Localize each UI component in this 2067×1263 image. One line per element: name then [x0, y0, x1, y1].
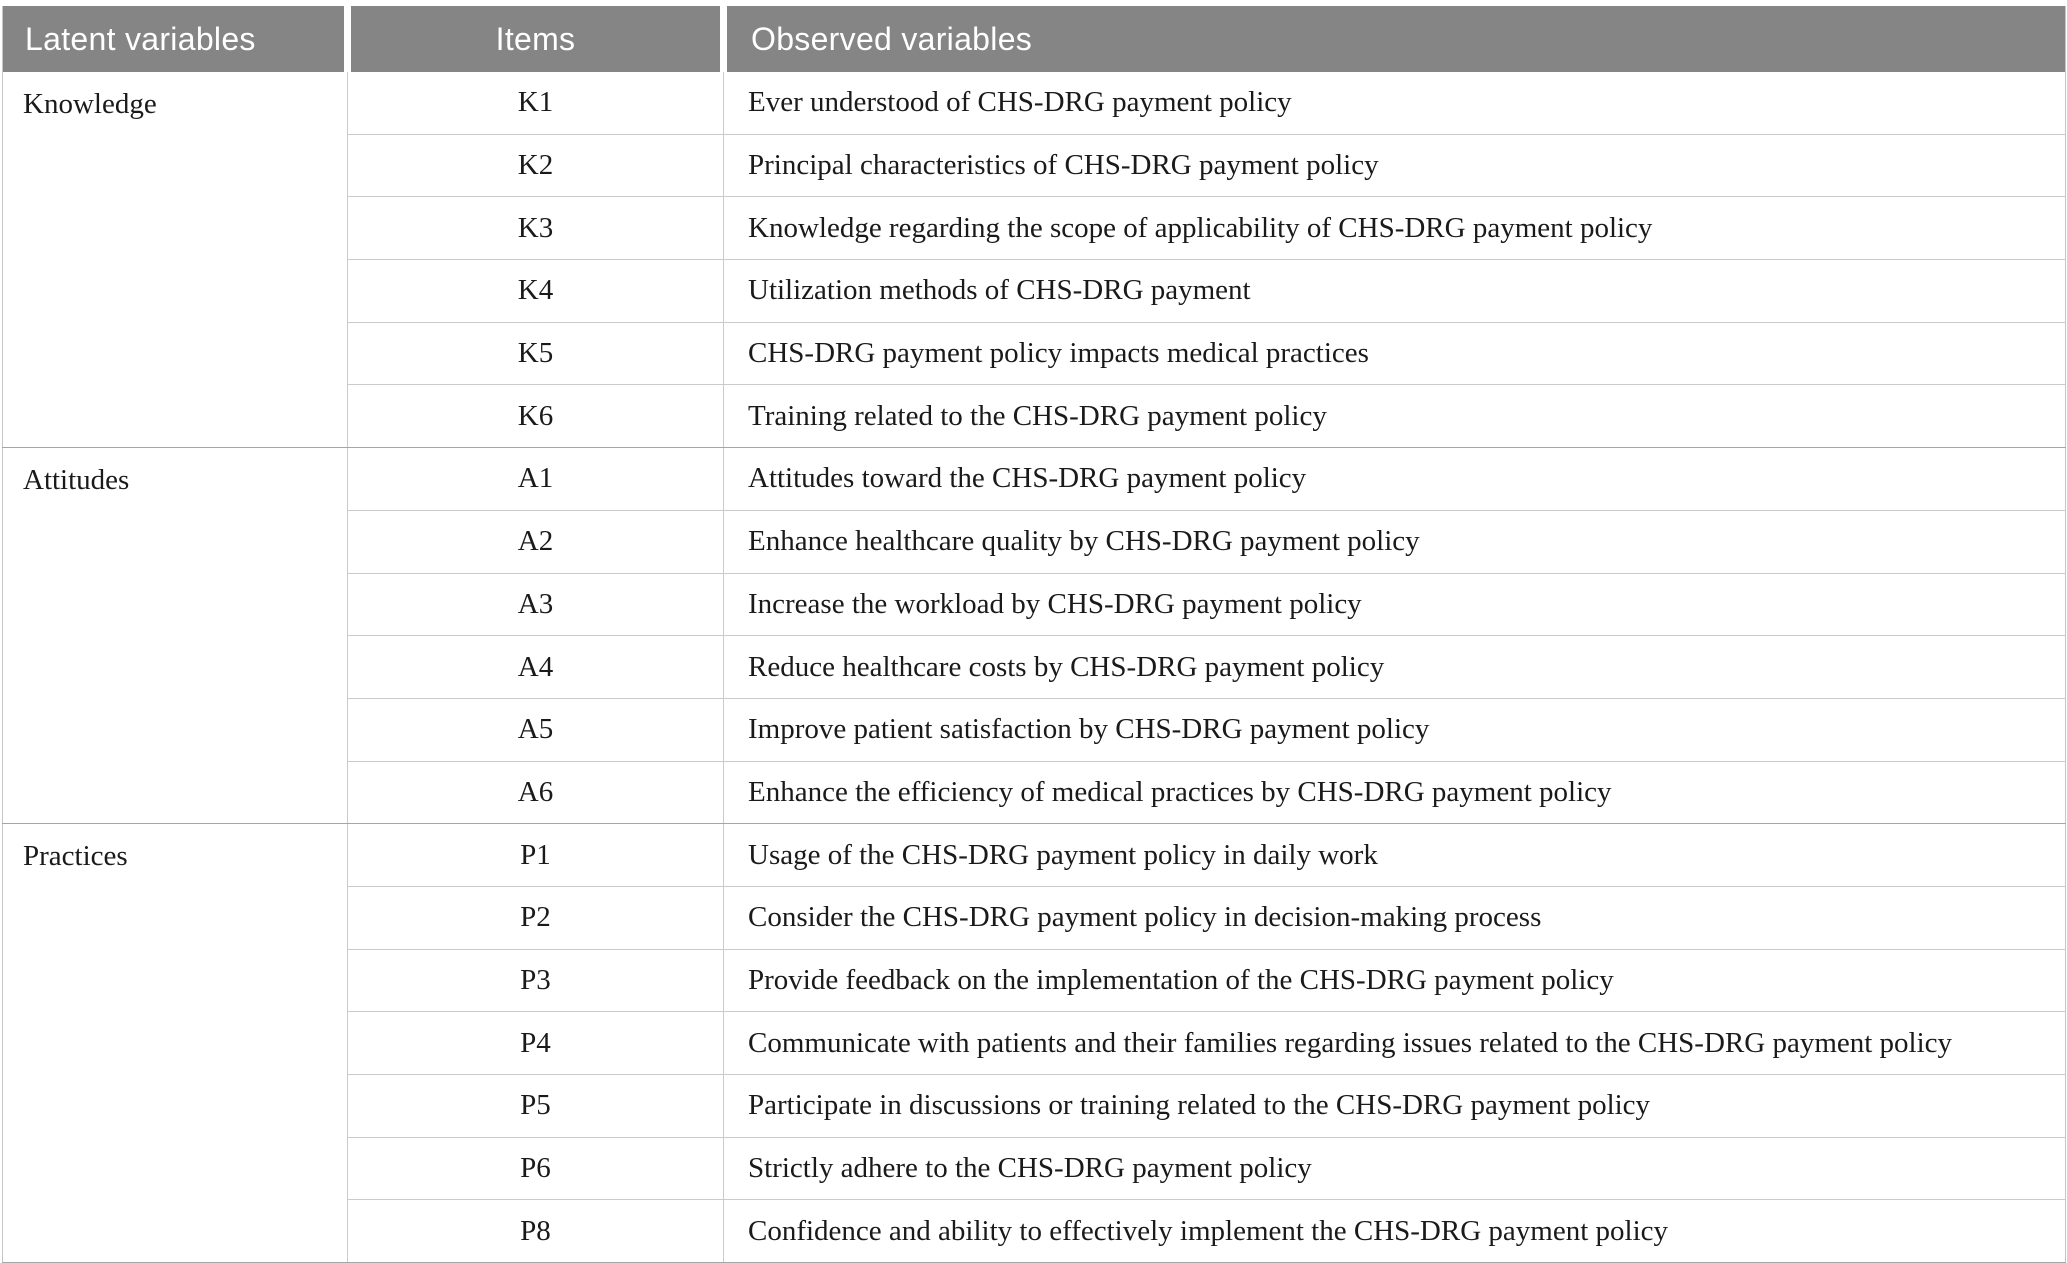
observed-variable: Increase the workload by CHS-DRG payment… [723, 573, 2066, 637]
observed-variable: Reduce healthcare costs by CHS-DRG payme… [723, 635, 2066, 699]
item-code: P3 [347, 949, 724, 1013]
kap-variables-table: Latent variables Items Observed variable… [2, 6, 2066, 1263]
table-row: P5 Participate in discussions or trainin… [3, 1074, 2066, 1138]
table-row: Attitudes A1 Attitudes toward the CHS-DR… [2, 447, 2066, 825]
item-code: A5 [347, 698, 724, 762]
observed-variable: CHS-DRG payment policy impacts medical p… [723, 322, 2066, 386]
observed-variable: Confidence and ability to effectively im… [723, 1199, 2066, 1263]
item-code: P4 [347, 1011, 724, 1075]
table-row: P8 Confidence and ability to effectively… [3, 1199, 2066, 1263]
observed-variable: Ever understood of CHS-DRG payment polic… [723, 72, 2066, 135]
item-code: A4 [347, 635, 724, 699]
item-code: A1 [347, 447, 724, 511]
observed-variable: Enhance the efficiency of medical practi… [723, 761, 2066, 825]
observed-variable: Usage of the CHS-DRG payment policy in d… [723, 823, 2066, 887]
column-header-latent-variables: Latent variables [2, 6, 348, 72]
table-row: K2 Principal characteristics of CHS-DRG … [3, 134, 2066, 198]
item-code: K2 [347, 134, 724, 198]
item-code: P8 [347, 1199, 724, 1263]
table-row: K4 Utilization methods of CHS-DRG paymen… [3, 259, 2066, 323]
observed-variable: Communicate with patients and their fami… [723, 1011, 2066, 1075]
item-code: P2 [347, 886, 724, 950]
item-code: P5 [347, 1074, 724, 1138]
table-row: Knowledge K1 Ever understood of CHS-DRG … [2, 72, 2066, 449]
table-row: Practices P1 Usage of the CHS-DRG paymen… [2, 823, 2066, 1263]
observed-variable: Consider the CHS-DRG payment policy in d… [723, 886, 2066, 950]
item-code: K3 [347, 196, 724, 261]
item-code: A3 [347, 573, 724, 637]
table-row: A6 Enhance the efficiency of medical pra… [3, 761, 2066, 825]
observed-variable: Utilization methods of CHS-DRG payment [723, 259, 2066, 323]
table-row: K3 Knowledge regarding the scope of appl… [3, 196, 2066, 261]
table-body: Knowledge K1 Ever understood of CHS-DRG … [2, 72, 2066, 1263]
table-header: Latent variables Items Observed variable… [2, 6, 2066, 72]
item-code: P6 [347, 1137, 724, 1201]
latent-group-practices: Practices [2, 823, 348, 1263]
observed-variable: Participate in discussions or training r… [723, 1074, 2066, 1138]
observed-variable: Principal characteristics of CHS-DRG pay… [723, 134, 2066, 198]
observed-variable: Provide feedback on the implementation o… [723, 949, 2066, 1013]
observed-variable: Enhance healthcare quality by CHS-DRG pa… [723, 510, 2066, 574]
table-row: P4 Communicate with patients and their f… [3, 1011, 2066, 1075]
table-row: P3 Provide feedback on the implementatio… [3, 949, 2066, 1013]
item-code: K4 [347, 259, 724, 323]
item-code: K5 [347, 322, 724, 386]
item-code: A6 [347, 761, 724, 825]
item-code: A2 [347, 510, 724, 574]
table-row: A2 Enhance healthcare quality by CHS-DRG… [3, 510, 2066, 574]
observed-variable: Improve patient satisfaction by CHS-DRG … [723, 698, 2066, 762]
observed-variable: Knowledge regarding the scope of applica… [723, 196, 2066, 261]
table-row: P6 Strictly adhere to the CHS-DRG paymen… [3, 1137, 2066, 1201]
table-row: K6 Training related to the CHS-DRG payme… [3, 384, 2066, 449]
table-row: P2 Consider the CHS-DRG payment policy i… [3, 886, 2066, 950]
observed-variable: Attitudes toward the CHS-DRG payment pol… [723, 447, 2066, 511]
item-code: K6 [347, 384, 724, 449]
table-row: A4 Reduce healthcare costs by CHS-DRG pa… [3, 635, 2066, 699]
latent-group-attitudes: Attitudes [2, 447, 348, 825]
latent-group-knowledge: Knowledge [2, 72, 348, 449]
header-row: Latent variables Items Observed variable… [2, 6, 2066, 72]
table-row: K5 CHS-DRG payment policy impacts medica… [3, 322, 2066, 386]
column-header-items: Items [344, 6, 724, 72]
table-row: A3 Increase the workload by CHS-DRG paym… [3, 573, 2066, 637]
table-row: A5 Improve patient satisfaction by CHS-D… [3, 698, 2066, 762]
item-code: P1 [347, 823, 724, 887]
item-code: K1 [347, 72, 724, 135]
observed-variable: Strictly adhere to the CHS-DRG payment p… [723, 1137, 2066, 1201]
column-header-observed-variables: Observed variables [720, 6, 2066, 72]
observed-variable: Training related to the CHS-DRG payment … [723, 384, 2066, 449]
